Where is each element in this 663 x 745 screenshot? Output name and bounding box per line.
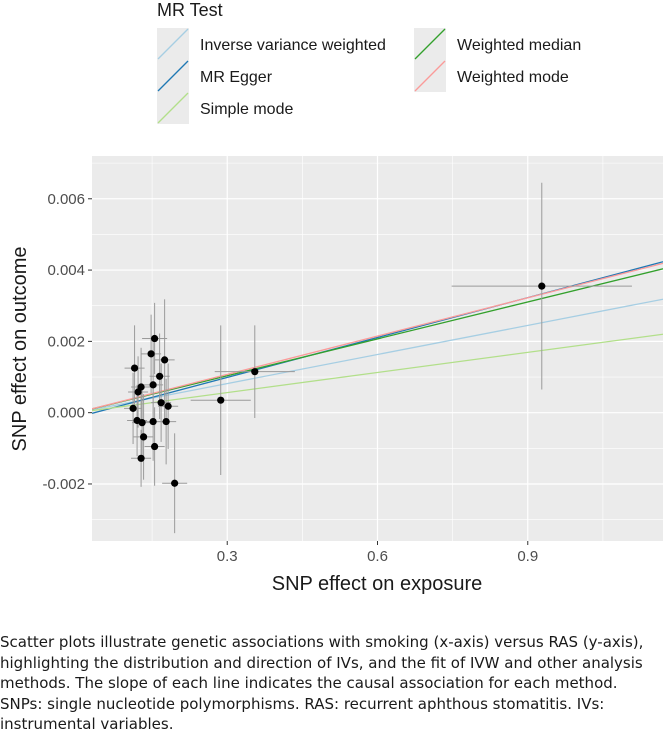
legend-label: Weighted median [457, 37, 581, 54]
legend-key-line [157, 60, 189, 92]
y-tick-label: 0.004 [47, 262, 85, 279]
legend-label: Simple mode [200, 101, 293, 118]
legend-item: Simple mode [157, 92, 293, 124]
legend-item: Weighted median [414, 28, 581, 60]
x-tick-label: 0.3 [217, 548, 238, 565]
y-tick-label: 0.000 [47, 405, 85, 422]
y-tick-label: -0.002 [42, 476, 85, 493]
data-point [171, 479, 179, 487]
data-point [251, 368, 259, 376]
fit-line-simple-mode [92, 333, 663, 412]
x-tick-label: 0.9 [517, 548, 538, 565]
data-point [129, 404, 137, 412]
legend-key-line [157, 28, 189, 60]
data-point [151, 334, 159, 343]
legend: MR Test Inverse variance weighted MR Egge… [157, 0, 581, 124]
legend-label: Weighted mode [457, 69, 569, 86]
data-point [156, 372, 164, 380]
data-point [162, 417, 170, 426]
data-point [138, 419, 146, 427]
legend-item: Inverse variance weighted [157, 28, 386, 60]
legend-label: MR Egger [200, 69, 273, 86]
legend-title: MR Test [157, 0, 223, 20]
legend-key-line [157, 92, 189, 124]
fit-line-weighted-median [92, 268, 663, 410]
data-point [217, 396, 225, 404]
fit-line-inverse-variance-weighted [92, 298, 663, 411]
data-point [164, 402, 172, 410]
data-point [538, 282, 546, 290]
data-point [157, 399, 165, 407]
legend-key-line [414, 28, 446, 60]
legend-item: Weighted mode [414, 60, 569, 92]
x-axis-label: SNP effect on exposure [272, 573, 483, 595]
data-point [161, 356, 169, 364]
data-point [149, 381, 157, 389]
y-tick-label: 0.002 [47, 333, 85, 350]
fit-line-weighted-mode [92, 262, 663, 410]
y-tick-label: 0.006 [47, 191, 85, 208]
legend-item: MR Egger [157, 60, 273, 92]
data-point [149, 417, 157, 426]
legend-key-line [414, 60, 446, 92]
legend-label: Inverse variance weighted [200, 37, 386, 54]
data-point [130, 364, 139, 372]
y-axis-label: SNP effect on outcome [9, 247, 31, 452]
data-point [139, 433, 148, 441]
data-point [137, 383, 145, 391]
figure-caption: Scatter plots illustrate genetic associa… [0, 633, 644, 734]
mr-scatter-chart: MR Test Inverse variance weighted MR Egge… [9, 0, 663, 595]
data-point [147, 350, 155, 358]
data-point [137, 454, 145, 462]
data-point [151, 442, 159, 451]
x-tick-label: 0.6 [367, 548, 388, 565]
